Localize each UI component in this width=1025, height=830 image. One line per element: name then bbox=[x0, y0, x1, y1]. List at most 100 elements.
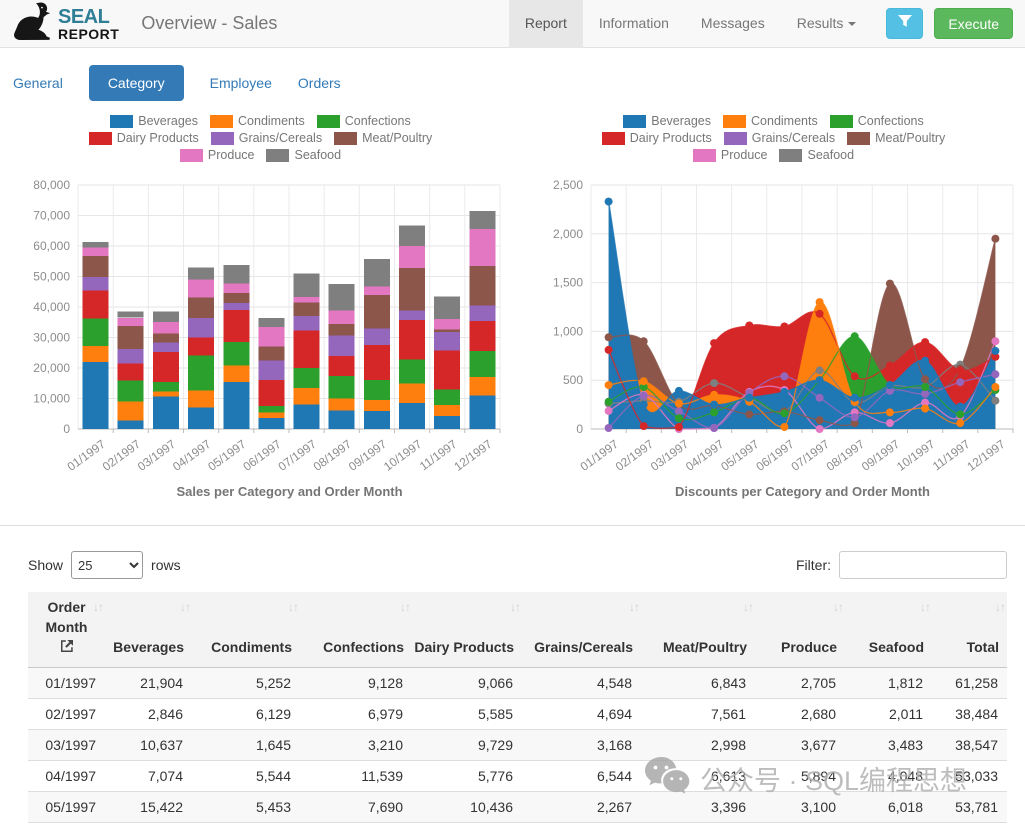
svg-text:0: 0 bbox=[576, 422, 583, 436]
svg-text:02/1997: 02/1997 bbox=[613, 437, 657, 474]
table-controls: Show 25 rows Filter: bbox=[28, 551, 1007, 579]
column-header-beverages[interactable]: ↓↑Beverages bbox=[105, 592, 192, 667]
legend-item-produce[interactable]: Produce bbox=[693, 148, 768, 162]
column-label: Grains/Cereals bbox=[524, 638, 633, 658]
sort-arrows-icon: ↓↑ bbox=[93, 599, 103, 616]
legend-item-confections[interactable]: Confections bbox=[830, 114, 924, 128]
cell-value: 4,548 bbox=[522, 667, 641, 698]
legend-item-beverages[interactable]: Beverages bbox=[110, 114, 198, 128]
rows-label: rows bbox=[151, 557, 181, 573]
column-header-seafood[interactable]: ↓↑Seafood bbox=[845, 592, 932, 667]
nav-item-information[interactable]: Information bbox=[583, 0, 685, 48]
legend-item-confections[interactable]: Confections bbox=[317, 114, 411, 128]
column-header-produce[interactable]: ↓↑Produce bbox=[755, 592, 845, 667]
column-label: Total bbox=[934, 638, 999, 658]
legend-label: Confections bbox=[345, 114, 411, 128]
cell-value: 10,637 bbox=[105, 729, 192, 760]
legend-item-produce[interactable]: Produce bbox=[180, 148, 255, 162]
legend-item-meat-poultry[interactable]: Meat/Poultry bbox=[847, 131, 945, 145]
svg-text:09/1997: 09/1997 bbox=[859, 437, 903, 474]
cell-value: 7,690 bbox=[300, 791, 412, 822]
svg-text:80,000: 80,000 bbox=[33, 178, 70, 192]
tab-general[interactable]: General bbox=[13, 75, 63, 91]
legend-item-dairy-products[interactable]: Dairy Products bbox=[602, 131, 712, 145]
legend-item-grains-cereals[interactable]: Grains/Cereals bbox=[211, 131, 322, 145]
svg-text:12/1997: 12/1997 bbox=[964, 437, 1008, 474]
show-label: Show bbox=[28, 557, 63, 573]
page: SEAL REPORT Overview - Sales ReportInfor… bbox=[0, 0, 1025, 830]
column-header-order-month[interactable]: ↓↑Order Month bbox=[28, 592, 105, 667]
nav-item-messages[interactable]: Messages bbox=[685, 0, 781, 48]
table-row: 04/19977,0745,54411,5395,7766,5446,6135,… bbox=[28, 760, 1007, 791]
tab-employee[interactable]: Employee bbox=[210, 75, 272, 91]
cell-value: 6,129 bbox=[192, 698, 300, 729]
legend-item-condiments[interactable]: Condiments bbox=[210, 114, 305, 128]
legend-item-dairy-products[interactable]: Dairy Products bbox=[89, 131, 199, 145]
svg-text:03/1997: 03/1997 bbox=[648, 437, 692, 474]
svg-text:40,000: 40,000 bbox=[33, 300, 70, 314]
legend-item-beverages[interactable]: Beverages bbox=[623, 114, 711, 128]
brand-logo[interactable]: SEAL REPORT bbox=[10, 1, 119, 46]
cell-value: 3,210 bbox=[300, 729, 412, 760]
cell-value: 38,547 bbox=[932, 729, 1007, 760]
cell-order-month: 02/1997 bbox=[28, 698, 105, 729]
section-divider bbox=[0, 525, 1025, 526]
legend-item-grains-cereals[interactable]: Grains/Cereals bbox=[724, 131, 835, 145]
nav-item-report[interactable]: Report bbox=[509, 0, 583, 48]
legend-swatch bbox=[211, 132, 234, 145]
filter-input[interactable] bbox=[839, 551, 1007, 579]
column-header-total[interactable]: ↓↑ Total bbox=[932, 592, 1007, 667]
cell-value: 9,066 bbox=[412, 667, 522, 698]
svg-text:05/1997: 05/1997 bbox=[718, 437, 762, 474]
table-row: 05/199715,4225,4537,69010,4362,2673,3963… bbox=[28, 791, 1007, 822]
seal-icon bbox=[10, 1, 54, 46]
cell-order-month: 05/1997 bbox=[28, 791, 105, 822]
column-header-meat-poultry[interactable]: ↓↑Meat/Poultry bbox=[641, 592, 755, 667]
tab-orders[interactable]: Orders bbox=[298, 75, 341, 91]
legend-label: Meat/Poultry bbox=[875, 131, 945, 145]
cell-value: 5,544 bbox=[192, 760, 300, 791]
cell-value: 7,074 bbox=[105, 760, 192, 791]
discounts-area-chart[interactable]: 05001,0001,5002,0002,50001/199702/199703… bbox=[521, 177, 1025, 477]
column-header-dairy-products[interactable]: ↓↑Dairy Products bbox=[412, 592, 522, 667]
cell-value: 53,033 bbox=[932, 760, 1007, 791]
legend-swatch bbox=[830, 115, 853, 128]
filter-button[interactable] bbox=[886, 8, 923, 39]
cell-value: 6,018 bbox=[845, 791, 932, 822]
execute-button[interactable]: Execute bbox=[934, 8, 1013, 39]
chart-sales: Beverages Condiments Confections Dairy Prod… bbox=[8, 114, 513, 499]
sort-arrows-icon: ↓↑ bbox=[995, 599, 1005, 616]
legend-item-meat-poultry[interactable]: Meat/Poultry bbox=[334, 131, 432, 145]
legend-item-condiments[interactable]: Condiments bbox=[723, 114, 818, 128]
external-link-icon[interactable] bbox=[61, 638, 73, 658]
svg-text:70,000: 70,000 bbox=[33, 209, 70, 223]
cell-order-month: 03/1997 bbox=[28, 729, 105, 760]
nav-item-results[interactable]: Results bbox=[781, 0, 873, 48]
cell-value: 3,100 bbox=[755, 791, 845, 822]
tab-category[interactable]: Category bbox=[89, 65, 184, 101]
cell-value: 2,846 bbox=[105, 698, 192, 729]
brand-name-bottom: REPORT bbox=[58, 27, 119, 41]
sort-arrows-icon: ↓↑ bbox=[288, 599, 298, 616]
svg-text:07/1997: 07/1997 bbox=[789, 437, 833, 474]
legend-swatch bbox=[317, 115, 340, 128]
chart-sales-legend: Beverages Condiments Confections Dairy Prod… bbox=[8, 114, 513, 177]
column-header-condiments[interactable]: ↓↑Condiments bbox=[192, 592, 300, 667]
page-size-select[interactable]: 25 bbox=[71, 551, 143, 579]
svg-text:1,000: 1,000 bbox=[553, 324, 583, 338]
cell-value: 3,396 bbox=[641, 791, 755, 822]
svg-text:05/1997: 05/1997 bbox=[205, 437, 249, 474]
legend-item-seafood[interactable]: Seafood bbox=[779, 148, 854, 162]
data-table: ↓↑Order Month↓↑Beverages↓↑Condiments↓↑Co… bbox=[28, 592, 1007, 823]
column-header-confections[interactable]: ↓↑Confections bbox=[300, 592, 412, 667]
svg-text:20,000: 20,000 bbox=[33, 361, 70, 375]
legend-item-seafood[interactable]: Seafood bbox=[266, 148, 341, 162]
filter-label: Filter: bbox=[796, 557, 831, 573]
cell-value: 2,680 bbox=[755, 698, 845, 729]
svg-text:01/1997: 01/1997 bbox=[65, 437, 109, 474]
sales-bar-chart[interactable]: 010,00020,00030,00040,00050,00060,00070,… bbox=[8, 177, 513, 477]
column-header-grains-cereals[interactable]: ↓↑Grains/Cereals bbox=[522, 592, 641, 667]
cell-value: 2,705 bbox=[755, 667, 845, 698]
cell-value: 15,422 bbox=[105, 791, 192, 822]
svg-text:10/1997: 10/1997 bbox=[381, 437, 425, 474]
